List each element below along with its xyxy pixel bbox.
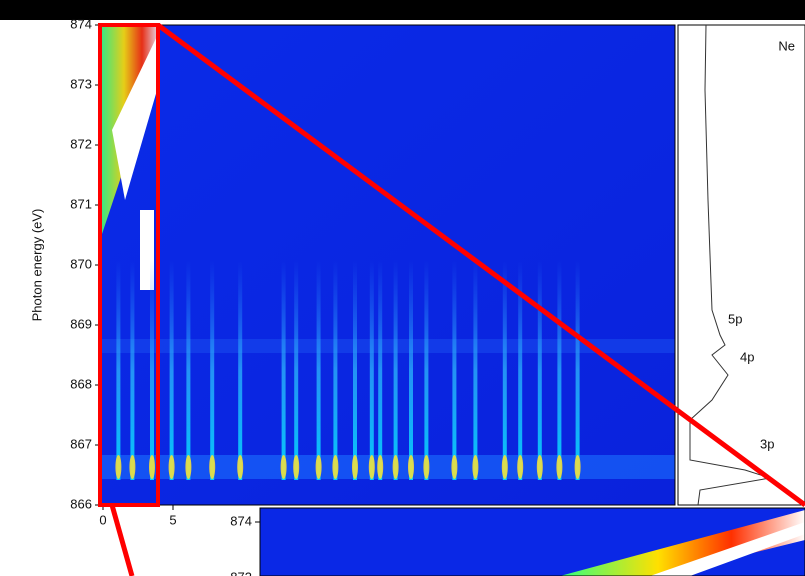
resonance-line: [333, 260, 337, 480]
resonance-line: [424, 260, 428, 480]
resonance-line: [130, 260, 134, 480]
resonance-spot: [185, 455, 191, 479]
resonance-line: [294, 260, 298, 480]
resonance-spot: [237, 455, 243, 479]
resonance-line: [317, 260, 321, 480]
resonance-spot: [377, 455, 383, 479]
top-bar: [0, 0, 805, 20]
resonance-spot: [517, 455, 523, 479]
y-tick-label: 870: [70, 256, 92, 271]
x-tick-label: 5: [169, 512, 176, 527]
resonance-line: [378, 260, 382, 480]
y-tick-label: 873: [70, 76, 92, 91]
y-axis-label: Photon energy (eV): [29, 209, 44, 322]
resonance-spot: [293, 455, 299, 479]
peak-label: 4p: [740, 349, 754, 364]
resonance-spot: [352, 455, 358, 479]
resonance-line: [576, 260, 580, 480]
y-tick-label: 872: [70, 136, 92, 151]
resonance-spot: [115, 455, 121, 479]
resonance-spot: [169, 455, 175, 479]
resonance-line: [238, 260, 242, 480]
resonance-line: [150, 260, 154, 480]
x-tick-label: 0: [99, 512, 106, 527]
resonance-line: [394, 260, 398, 480]
resonance-line: [557, 260, 561, 480]
resonance-spot: [423, 455, 429, 479]
resonance-line: [452, 260, 456, 480]
resonance-spot: [316, 455, 322, 479]
resonance-line: [353, 260, 357, 480]
y-tick-label: 868: [70, 376, 92, 391]
resonance-spot: [149, 455, 155, 479]
y-tick-label: 871: [70, 196, 92, 211]
resonance-spot: [575, 455, 581, 479]
y-tick-label: 866: [70, 496, 92, 511]
resonance-spot: [281, 455, 287, 479]
resonance-line: [170, 260, 174, 480]
heatmap-bg: [100, 25, 675, 505]
resonance-line: [370, 260, 374, 480]
y-tick-label: 867: [70, 436, 92, 451]
resonance-line: [538, 260, 542, 480]
resonance-line: [186, 260, 190, 480]
peak-label: 3p: [760, 436, 774, 451]
resonance-spot: [332, 455, 338, 479]
resonance-spot: [556, 455, 562, 479]
resonance-spot: [369, 455, 375, 479]
inset-y-tick-label: 874: [230, 513, 252, 528]
heatmap: [100, 25, 675, 505]
figure: Ne 5p 4p 3p Photon energy (eV) 866 867 868…: [0, 0, 805, 576]
resonance-spot: [129, 455, 135, 479]
resonance-spot: [451, 455, 457, 479]
resonance-spot: [537, 455, 543, 479]
resonance-line: [210, 260, 214, 480]
resonance-line: [116, 260, 120, 480]
y-tick-label: 874: [70, 16, 92, 31]
resonance-line: [282, 260, 286, 480]
peak-label: 5p: [728, 311, 742, 326]
spectrum-panel: [678, 25, 805, 505]
resonance-spot: [393, 455, 399, 479]
y-tick-label: 869: [70, 316, 92, 331]
resonance-line: [409, 260, 413, 480]
zoom-line: [112, 505, 132, 576]
resonance-spot: [502, 455, 508, 479]
element-label: Ne: [778, 38, 795, 53]
resonance-spot: [472, 455, 478, 479]
resonance-spot: [209, 455, 215, 479]
resonance-line: [473, 260, 477, 480]
resonance-spot: [408, 455, 414, 479]
resonance-line: [503, 260, 507, 480]
inset-y-tick-label: 873: [230, 569, 252, 576]
